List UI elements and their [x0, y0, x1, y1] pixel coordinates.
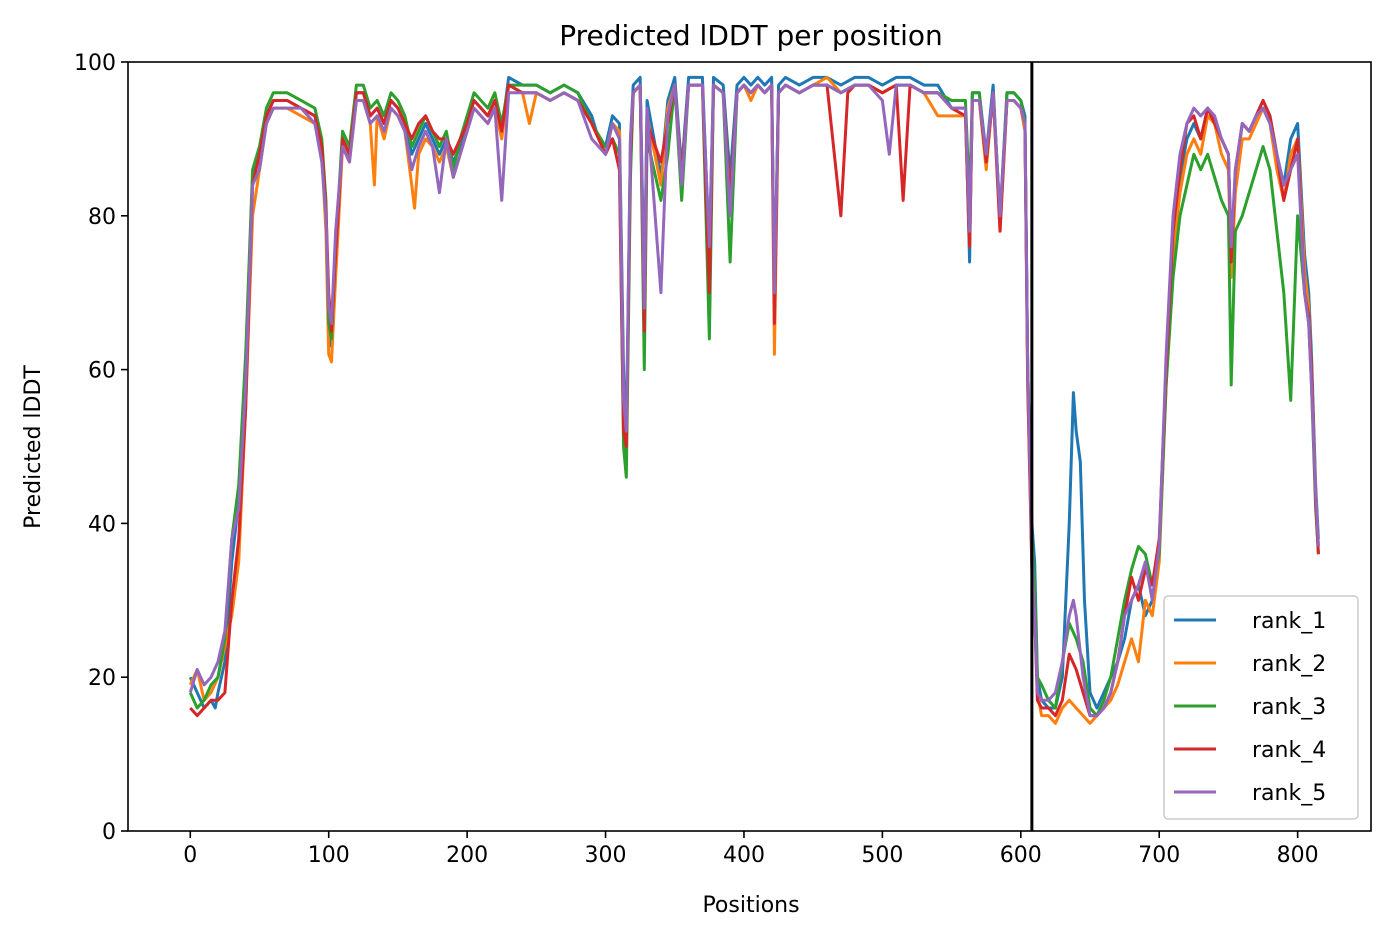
legend: rank_1 rank_2 rank_3 rank_4 rank_5 — [1163, 595, 1359, 820]
x-tick-label: 500 — [861, 843, 903, 868]
legend-label: rank_1 — [1252, 609, 1326, 634]
x-tick-label: 700 — [1138, 843, 1180, 868]
y-tick-label: 80 — [88, 205, 116, 230]
y-tick-label: 20 — [88, 666, 116, 691]
x-tick-label: 200 — [446, 843, 488, 868]
x-tick-label: 600 — [1000, 843, 1042, 868]
axes: 0 100 200 300 400 500 600 700 800 0 20 40 60 80 100 — [74, 51, 1372, 868]
y-tick-label: 60 — [88, 359, 116, 384]
x-tick-label: 400 — [723, 843, 765, 868]
legend-label: rank_4 — [1252, 738, 1326, 763]
plot-area — [188, 62, 1320, 831]
legend-label: rank_5 — [1252, 781, 1326, 806]
y-tick-label: 0 — [102, 820, 116, 845]
x-tick-label: 0 — [183, 843, 197, 868]
legend-label: rank_2 — [1252, 652, 1326, 677]
chart-title: Predicted lDDT per position — [559, 19, 943, 52]
plot-frame — [127, 61, 1372, 832]
legend-label: rank_3 — [1252, 695, 1326, 720]
y-tick-label: 40 — [88, 512, 116, 537]
y-tick-label: 100 — [74, 51, 116, 76]
x-axis-title: Positions — [702, 893, 799, 918]
series-line-rank-5 — [188, 83, 1320, 718]
x-tick-label: 800 — [1277, 843, 1319, 868]
x-tick-label: 100 — [308, 843, 350, 868]
y-axis-title: Predicted lDDT — [21, 365, 46, 529]
x-tick-label: 300 — [585, 843, 627, 868]
legend-box — [1163, 595, 1359, 820]
